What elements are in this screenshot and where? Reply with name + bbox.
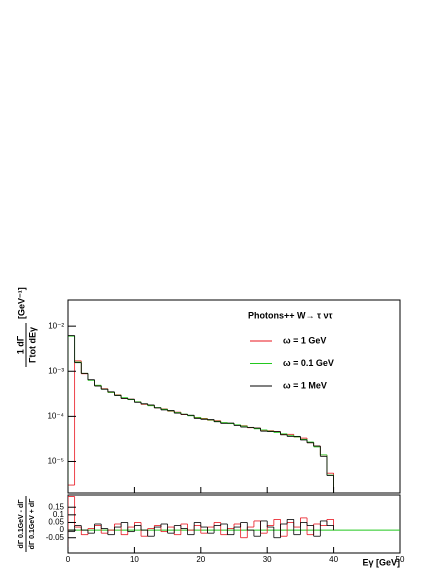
y-tick-label: 0.15 bbox=[48, 502, 64, 511]
plot-area bbox=[68, 496, 400, 553]
legend-label: ω = 0.1 GeV bbox=[283, 358, 334, 368]
y-label-den: dΓ 0.1GeV + dΓ bbox=[29, 498, 36, 549]
y-axis-title: 1 dΓ Γtot dEγ [GeV⁻¹] bbox=[15, 287, 37, 367]
plot-area bbox=[68, 335, 335, 493]
ratio-y-axis-title: dΓ 0.1GeV - dΓ dΓ 0.1GeV + dΓ bbox=[18, 496, 36, 552]
x-tick-label: 20 bbox=[196, 555, 205, 564]
y-tick-label: 10⁻⁴ bbox=[47, 411, 64, 420]
x-tick-label: 0 bbox=[66, 555, 71, 564]
legend-label: ω = 1 MeV bbox=[283, 380, 327, 390]
frame bbox=[67, 299, 401, 494]
y-label-unit: [GeV⁻¹] bbox=[16, 287, 26, 319]
y-tick-label: 10⁻³ bbox=[48, 366, 64, 375]
y-tick-label: 10⁻⁵ bbox=[48, 457, 64, 466]
y-tick-label: -0.05 bbox=[46, 533, 65, 542]
y-tick-label: 10⁻² bbox=[48, 321, 64, 330]
x-tick-label: 50 bbox=[396, 555, 405, 564]
y-label-den: Γtot dEγ bbox=[27, 327, 37, 363]
legend-title: Photons++ W→ τ ντ bbox=[248, 310, 333, 320]
x-tick-label: 10 bbox=[130, 555, 139, 564]
x-tick-label: 40 bbox=[329, 555, 338, 564]
y-label-num: dΓ 0.1GeV - dΓ bbox=[18, 499, 25, 549]
x-axis-title: Eγ [GeV] bbox=[362, 557, 400, 567]
x-tick-label: 30 bbox=[263, 555, 272, 564]
y-tick-label: 0.1 bbox=[53, 510, 65, 519]
y-tick-label: 0 bbox=[60, 525, 65, 534]
y-label-num: 1 dΓ bbox=[15, 335, 25, 354]
legend-label: ω = 1 GeV bbox=[283, 335, 326, 345]
y-tick-label: 0.05 bbox=[48, 518, 64, 527]
